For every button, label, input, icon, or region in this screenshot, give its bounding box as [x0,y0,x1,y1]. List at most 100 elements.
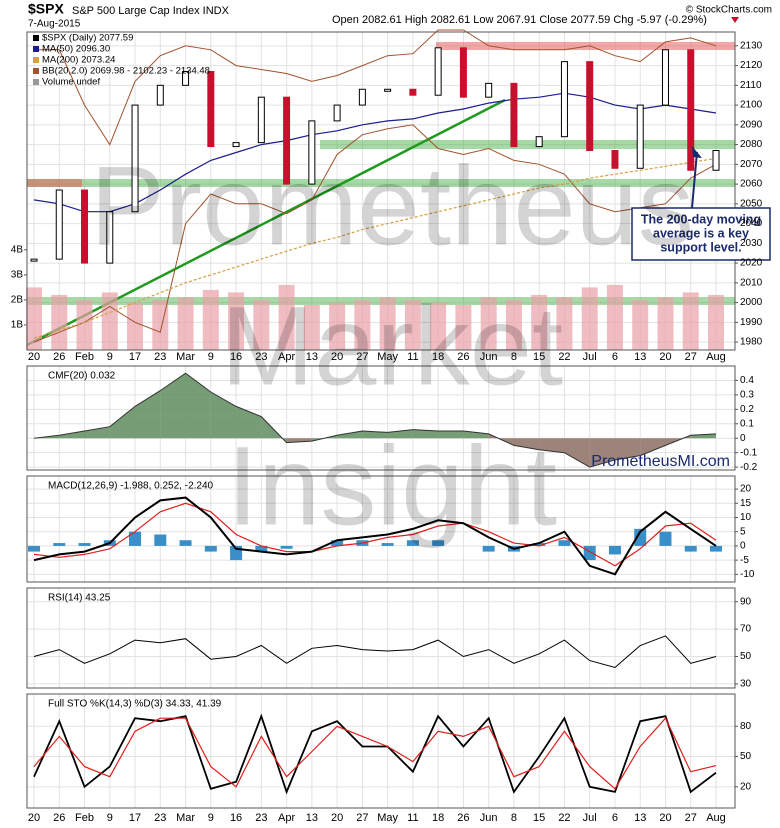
series-line [33,124,717,343]
x-tick-label: May [377,812,398,824]
x-tick-label: 13 [306,351,318,363]
y-tick-label: 1990 [740,317,763,328]
y-tick-label: 2090 [740,119,763,130]
histogram-bar [204,545,217,552]
x-tick-label: 9 [208,812,214,824]
chart-date: 7-Aug-2015 [28,19,81,30]
volume-bar [556,297,573,350]
histogram-bar [78,543,91,546]
candle [308,120,316,185]
x-tick-label: 27 [685,812,697,824]
x-tick-label: 26 [457,351,469,363]
series-line [33,496,717,576]
candle [384,88,392,92]
area-segment [513,438,540,450]
candle [712,150,720,171]
area-segment [665,435,691,446]
y-tick-label: 2050 [740,198,763,209]
chart-subtitle: S&P 500 Large Cap Index INDX [72,5,230,17]
x-tick-label: 11 [407,351,418,363]
panel-frame [26,587,736,689]
legend-entry: BB(20,2.0) 2069.98 - 2102.23 - 2134.48 [42,66,210,77]
x-tick-label: 20 [28,812,40,824]
series-line [33,713,717,795]
histogram-bar [381,543,394,546]
area-segment [160,373,186,439]
histogram-bar [28,545,40,552]
chart-title: $SPX [28,1,64,17]
x-tick-label: Aug [706,812,726,824]
x-tick-label: 27 [356,351,368,363]
y-tick-label: 2120 [740,60,763,71]
candle [232,142,240,148]
volume-bar [505,299,522,350]
series-line [33,717,717,790]
x-tick-label: 16 [230,351,242,363]
x-tick-label: 9 [107,351,113,363]
histogram-bar [53,543,66,546]
y-tick-label: 0.1 [740,418,754,429]
x-tick-label: Apr [278,351,295,363]
x-tick-label: Jun [480,812,498,824]
legend-entry: $SPX (Daily) 2077.59 [42,33,133,44]
y-tick-label: 20 [740,484,752,495]
candle [55,189,63,260]
x-tick-label: Mar [176,351,195,363]
area-segment [185,373,211,439]
volume-bar [329,302,346,350]
callout-arrow [691,151,698,209]
panel-frame [26,693,736,809]
series-line [33,502,717,567]
x-tick-label: 20 [28,351,40,363]
histogram-bar [482,545,495,552]
volume-bar [606,284,623,350]
x-tick-label: Jul [583,812,597,824]
y-tick-label: 2130 [740,40,763,51]
y-tick-label: 2030 [740,238,763,249]
x-tick-label: 17 [129,812,141,824]
area-segment [84,426,110,439]
y-tick-label: 2080 [740,139,763,150]
candle [434,47,442,96]
x-tick-label: 8 [511,812,517,824]
area-segment [438,431,464,439]
legend-entry: Volume undef [42,77,100,88]
x-tick-label: Mar [176,812,195,824]
volume-bar [202,289,219,350]
volume-bar [303,304,320,350]
candle [560,61,568,138]
series-line [33,635,717,669]
watermark: Market [221,284,563,409]
histogram-bar [280,545,293,549]
legend-swatch [33,57,39,63]
area-segment [362,431,388,439]
y-tick-label: 0 [740,433,746,444]
x-tick-label: 26 [457,812,469,824]
source: © StockCharts.com [686,5,772,16]
candle [333,104,341,122]
x-tick-label: 15 [533,812,545,824]
x-tick-label: 6 [612,812,618,824]
area-segment [589,438,615,468]
y-tick-label: 0 [740,541,746,552]
x-tick-label: Feb [75,812,94,824]
candle [510,82,518,148]
candle [182,71,190,86]
volume-bar [278,284,295,350]
area-segment [59,431,85,439]
area-segment [109,406,136,439]
histogram-bar [659,531,672,546]
y-tick-label: 15 [740,498,752,509]
panel-frame [26,475,736,583]
y-tick-label: 5 [740,526,746,537]
x-tick-label: 6 [612,351,618,363]
y-tick-label: 70 [740,624,752,635]
x-tick-label: Aug [706,351,726,363]
x-tick-label: 15 [533,351,545,363]
area-segment [412,429,439,439]
volume-bar [708,294,724,350]
y-tick-label: 2070 [740,159,763,170]
callout-text: support level. [660,240,741,254]
candle [81,189,89,264]
y-tick-label: 2040 [740,218,763,229]
